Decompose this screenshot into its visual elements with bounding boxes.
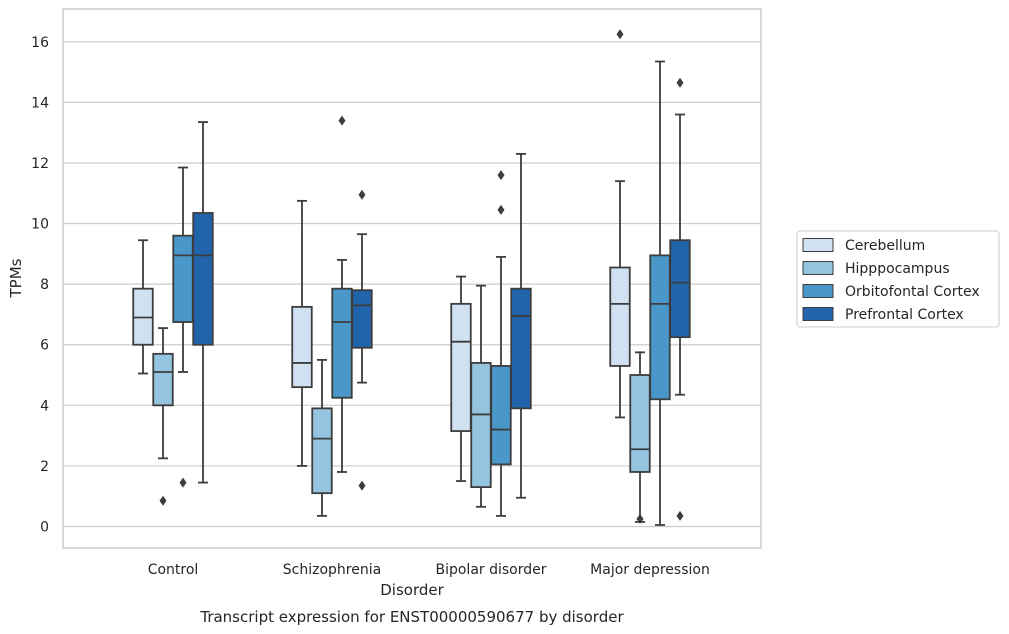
outlier-point [636, 513, 644, 524]
legend-frame [796, 230, 1000, 328]
legend-swatch [802, 238, 834, 252]
box-item [311, 358, 333, 517]
grid-lines [63, 41, 761, 528]
box-iqr [152, 352, 174, 407]
legend-items: Cerebellum Hipppocampus Orbitofontal Corte… [802, 238, 980, 323]
legend-swatch [802, 307, 834, 321]
box-series [132, 29, 691, 526]
outlier-point [497, 204, 505, 215]
outlier-point [676, 77, 684, 88]
box-iqr [331, 287, 353, 399]
y-tick-label: 14 [31, 95, 49, 111]
y-tick-label: 4 [40, 398, 49, 414]
box-item [152, 327, 174, 506]
legend-swatch [802, 284, 834, 298]
y-tick-label: 2 [40, 459, 49, 475]
box-item [490, 170, 512, 517]
box-iqr [510, 287, 532, 410]
box-item [649, 60, 671, 526]
box-iqr [291, 305, 313, 389]
legend-swatch [802, 261, 834, 275]
box-item [669, 77, 691, 521]
legend-label: Orbitofontal Cortex [845, 284, 980, 300]
box-iqr [450, 302, 472, 432]
outlier-point [358, 189, 366, 200]
series-orbitofontal-cortex [172, 60, 671, 526]
legend-label: Cerebellum [845, 238, 925, 254]
box-iqr [311, 407, 333, 495]
box-item [510, 152, 532, 499]
box-iqr [172, 234, 194, 323]
plot-frame [62, 8, 762, 549]
y-tick-label: 10 [31, 217, 49, 233]
x-tick-label: Major depression [590, 562, 710, 578]
y-tick-label: 8 [40, 277, 49, 293]
x-tick-labels: Control Schizophrenia Bipolar disorder Majo… [148, 562, 710, 578]
box-iqr [629, 374, 651, 473]
x-axis-title: Disorder [380, 581, 444, 599]
x-tick-label: Control [148, 562, 199, 578]
y-tick-label: 16 [31, 35, 49, 51]
legend: Cerebellum Hipppocampus Orbitofontal Corte… [796, 230, 1000, 328]
box-iqr [609, 266, 631, 367]
series-hipppocampus [152, 284, 651, 524]
box-iqr [470, 362, 492, 489]
box-item [172, 166, 194, 488]
box-item [351, 189, 373, 491]
y-tick-label: 6 [40, 338, 49, 354]
box-iqr [351, 289, 373, 349]
outlier-point [159, 495, 167, 506]
outlier-point [676, 510, 684, 521]
box-item [192, 121, 214, 484]
box-item [331, 115, 353, 473]
box-iqr [192, 212, 214, 346]
box-iqr [649, 254, 671, 401]
y-tick-label: 0 [40, 520, 49, 536]
outlier-point [358, 480, 366, 491]
y-axis-title: TPMs [7, 258, 25, 298]
outlier-point [179, 477, 187, 488]
legend-label: Hipppocampus [845, 261, 950, 277]
box-item [609, 29, 631, 419]
x-tick-label: Bipolar disorder [435, 562, 546, 578]
series-cerebellum [132, 29, 631, 482]
y-tick-label: 12 [31, 156, 49, 172]
y-tick-labels: 0 2 4 6 8 10 12 14 16 [31, 35, 49, 536]
legend-label: Prefrontal Cortex [845, 307, 964, 323]
x-tick-label: Schizophrenia [283, 562, 381, 578]
outlier-point [497, 170, 505, 181]
outlier-point [338, 115, 346, 126]
chart-title: Transcript expression for ENST0000059067… [199, 608, 624, 626]
series-prefrontal-cortex [192, 77, 691, 521]
box-item [629, 351, 651, 524]
box-item [132, 239, 154, 375]
outlier-point [616, 29, 624, 40]
box-iqr [669, 239, 691, 339]
box-iqr [490, 365, 512, 466]
box-item [291, 199, 313, 467]
box-item [470, 284, 492, 508]
box-item [450, 275, 472, 482]
